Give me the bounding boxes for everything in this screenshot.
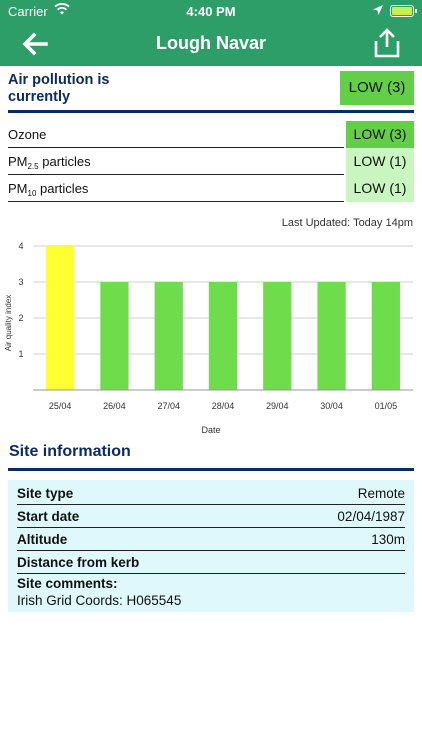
location-arrow-icon (373, 5, 383, 15)
site-info-panel: Site type Remote Start date 02/04/1987 A… (8, 480, 414, 612)
pollutant-badge: LOW (3) (346, 121, 414, 148)
site-comments-value: Irish Grid Coords: H065545 (17, 593, 182, 608)
pollution-summary: Air pollution is currently LOW (3) (8, 70, 414, 112)
pollutant-row-pm25: PM2.5 particles LOW (1) (8, 148, 414, 175)
site-info-key: Distance from kerb (17, 555, 140, 570)
x-tick-label: 26/04 (103, 401, 126, 411)
pollutant-badge: LOW (1) (346, 175, 414, 202)
x-tick-label: 29/04 (266, 401, 289, 411)
site-info-key: Start date (17, 509, 80, 524)
y-tick-label: 3 (18, 277, 23, 287)
arrow-left-icon[interactable] (20, 30, 50, 58)
site-info-value: Remote (357, 486, 405, 501)
pollutant-badge: LOW (1) (346, 148, 414, 175)
bar (100, 282, 129, 390)
nav-bar: Lough Navar (0, 22, 422, 66)
aqi-bar-chart: 25/04 26/04 27/04 28/04 29/04 30/04 01/05 1 2 3 4 D… (4, 241, 413, 435)
wifi-icon (54, 3, 70, 15)
pollutant-row-ozone: Ozone LOW (3) (8, 121, 414, 148)
page-title: Lough Navar (155, 33, 266, 53)
site-info-title: Site information (9, 443, 131, 460)
bar (46, 246, 75, 390)
pollutant-list: Ozone LOW (3) PM2.5 particles LOW (1) PM… (8, 121, 414, 202)
x-tick-label: 01/05 (375, 401, 398, 411)
site-comments: Site comments: Irish Grid Coords: H06554… (17, 576, 405, 608)
bar (263, 282, 292, 390)
x-tick-label: 25/04 (49, 401, 72, 411)
site-info-key: Site type (17, 486, 74, 501)
carrier-label: Carrier (8, 4, 48, 19)
site-info-key: Altitude (17, 532, 68, 547)
pollutant-name: PM10 particles (8, 181, 89, 198)
x-tick-label: 30/04 (320, 401, 343, 411)
site-info-row: Site type Remote (17, 482, 405, 505)
clock: 4:40 PM (186, 4, 236, 19)
site-info-row: Altitude 130m (17, 528, 405, 551)
pollutant-row-pm10: PM10 particles LOW (1) (8, 175, 414, 202)
summary-badge: LOW (3) (340, 71, 414, 105)
divider (8, 468, 414, 471)
summary-label: Air pollution is currently (8, 72, 110, 105)
site-info-row: Start date 02/04/1987 (17, 505, 405, 528)
last-updated: Last Updated: Today 14pm (281, 217, 413, 229)
y-tick-label: 2 (18, 313, 23, 323)
y-tick-label: 1 (18, 349, 23, 359)
bar (154, 282, 183, 390)
x-tick-label: 28/04 (212, 401, 235, 411)
bar (371, 282, 400, 390)
x-axis-label: Date (201, 425, 220, 435)
y-axis-label: Air quality index (4, 295, 13, 351)
bar (317, 282, 346, 390)
x-tick-label: 27/04 (157, 401, 180, 411)
divider (8, 110, 414, 113)
site-info-value: 130m (371, 532, 405, 547)
share-icon[interactable] (372, 27, 402, 59)
site-info-row: Distance from kerb (17, 551, 405, 574)
pollutant-name: PM2.5 particles (8, 154, 91, 171)
pollutant-name: Ozone (8, 127, 47, 142)
bar (208, 282, 238, 390)
site-info-value: 02/04/1987 (337, 509, 405, 524)
site-comments-label: Site comments: (17, 576, 118, 591)
status-bar: Carrier 4:40 PM (0, 0, 422, 22)
battery-charging-icon (390, 5, 417, 17)
y-tick-label: 4 (18, 241, 23, 251)
